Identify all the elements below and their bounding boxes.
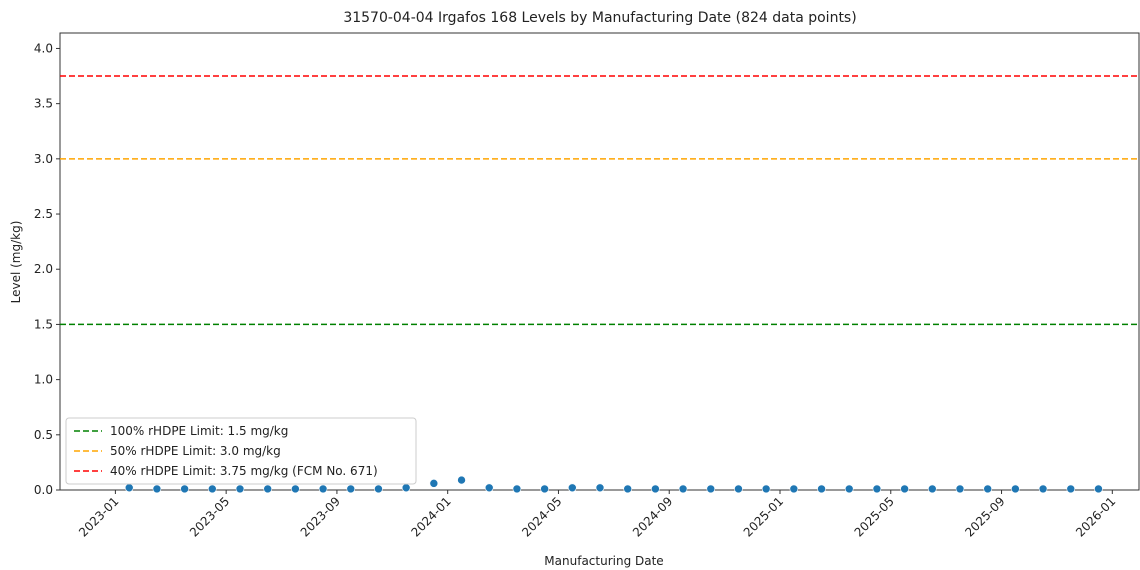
point [872, 484, 882, 494]
point [1066, 484, 1076, 494]
legend-label: 50% rHDPE Limit: 3.0 mg/kg [110, 444, 281, 458]
x-tick-label: 2025-01 [741, 494, 786, 539]
point [789, 484, 799, 494]
point [983, 484, 992, 494]
y-tick-label: 3.5 [34, 97, 53, 111]
point [484, 483, 494, 493]
point [817, 484, 826, 494]
point [263, 484, 272, 494]
point [678, 484, 688, 494]
point [429, 479, 439, 488]
x-tick-label: 2023-09 [298, 494, 343, 539]
point [928, 484, 937, 494]
point [124, 483, 134, 493]
point [180, 484, 189, 494]
x-tick-label: 2025-05 [852, 494, 897, 539]
y-tick-label: 2.5 [34, 207, 53, 221]
x-axis-label: Manufacturing Date [544, 554, 663, 568]
y-tick-label: 1.0 [34, 373, 53, 387]
point [706, 484, 716, 494]
x-tick-label: 2024-01 [408, 494, 453, 539]
y-tick-label: 0.0 [34, 483, 53, 497]
point [734, 484, 743, 494]
y-tick-label: 2.0 [34, 262, 53, 276]
point [318, 484, 328, 494]
y-tick-label: 1.5 [34, 317, 53, 331]
y-tick-label: 0.5 [34, 428, 53, 442]
point [152, 484, 162, 494]
point [512, 484, 522, 494]
point [208, 484, 217, 494]
x-tick-label: 2023-01 [76, 494, 121, 539]
legend-box [65, 417, 417, 485]
point [955, 484, 965, 494]
x-tick-label: 2023-05 [187, 494, 232, 539]
point [457, 475, 466, 485]
point [568, 483, 577, 493]
point [374, 484, 383, 494]
point [401, 483, 411, 493]
point [595, 483, 605, 493]
y-tick-label: 3.0 [34, 152, 53, 166]
legend: 100% rHDPE Limit: 1.5 mg/kg 50% rHDPE Lim… [65, 417, 417, 485]
point [844, 484, 854, 494]
y-axis-label: Level (mg/kg) [9, 221, 23, 304]
point [346, 484, 356, 494]
x-tick-label: 2024-09 [630, 494, 675, 539]
point [1011, 484, 1020, 494]
point [900, 484, 909, 494]
point [623, 484, 632, 494]
legend-label: 40% rHDPE Limit: 3.75 mg/kg (FCM No. 671… [110, 464, 378, 478]
legend-label: 100% rHDPE Limit: 1.5 mg/kg [110, 424, 288, 438]
point [1094, 484, 1103, 494]
y-tick-label: 4.0 [34, 41, 53, 55]
point [651, 484, 660, 494]
x-tick-label: 2025-09 [962, 494, 1007, 539]
x-tick-label: 2026-01 [1073, 494, 1118, 539]
point [540, 484, 549, 494]
point [761, 484, 771, 494]
chart-title: 31570-04-04 Irgafos 168 Levels by Manufa… [343, 10, 856, 26]
point [1038, 484, 1048, 494]
point [235, 484, 245, 494]
point [291, 484, 300, 494]
x-tick-label: 2024-05 [519, 494, 564, 539]
